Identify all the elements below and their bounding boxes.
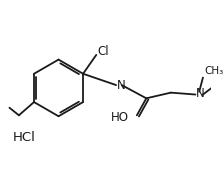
Text: N: N <box>117 79 126 92</box>
Text: N: N <box>196 87 205 100</box>
Text: CH₃: CH₃ <box>204 66 223 76</box>
Text: HCl: HCl <box>13 131 36 144</box>
Text: Cl: Cl <box>97 45 109 58</box>
Text: HO: HO <box>111 111 129 124</box>
